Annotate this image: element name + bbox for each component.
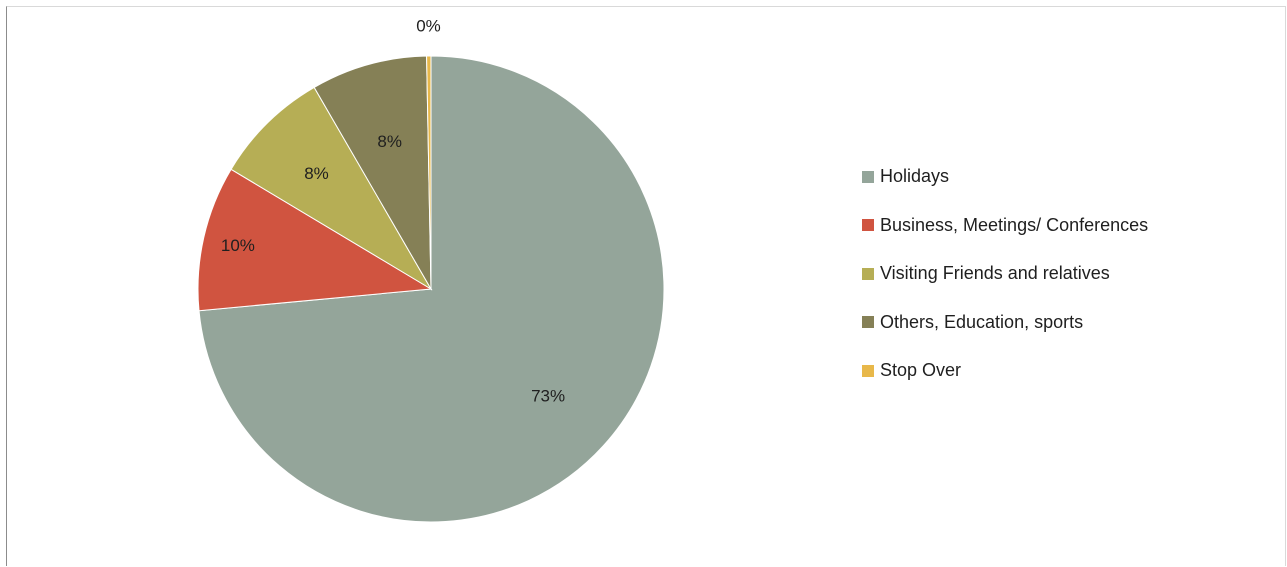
pie-slices bbox=[197, 55, 665, 523]
data-label-1: 73% bbox=[531, 387, 565, 406]
legend-item: Business, Meetings/ Conferences bbox=[862, 211, 1148, 240]
legend-item: Others, Education, sports bbox=[862, 308, 1148, 337]
pie-slice-4 bbox=[313, 55, 432, 291]
legend-swatch bbox=[862, 219, 874, 231]
legend-label: Visiting Friends and relatives bbox=[880, 263, 1110, 283]
data-label-4: 8% bbox=[377, 132, 402, 151]
legend-label: Stop Over bbox=[880, 360, 962, 380]
legend-item: Stop Over bbox=[862, 356, 1148, 385]
pie-slice-5 bbox=[426, 55, 432, 290]
pie-slice-2 bbox=[197, 168, 433, 312]
legend-item: Holidays bbox=[862, 162, 1148, 191]
pie-slice-3 bbox=[230, 86, 433, 291]
legend-item: Visiting Friends and relatives bbox=[862, 259, 1148, 288]
pie-data-labels: 73% 10% 8% 8% 0% bbox=[221, 17, 565, 406]
legend-label: Holidays bbox=[880, 166, 950, 186]
data-label-3: 8% bbox=[304, 164, 329, 183]
data-label-2: 10% bbox=[221, 236, 255, 255]
chart-legend: Holidays Business, Meetings/ Conferences V… bbox=[862, 162, 1148, 405]
data-label-5: 0% bbox=[416, 17, 441, 36]
legend-label: Others, Education, sports bbox=[880, 311, 1084, 332]
legend-swatch bbox=[862, 170, 874, 183]
legend-swatch bbox=[862, 267, 874, 280]
legend-label: Business, Meetings/ Conferences bbox=[880, 214, 1149, 235]
legend-swatch bbox=[862, 364, 874, 377]
legend-swatch bbox=[862, 316, 874, 328]
